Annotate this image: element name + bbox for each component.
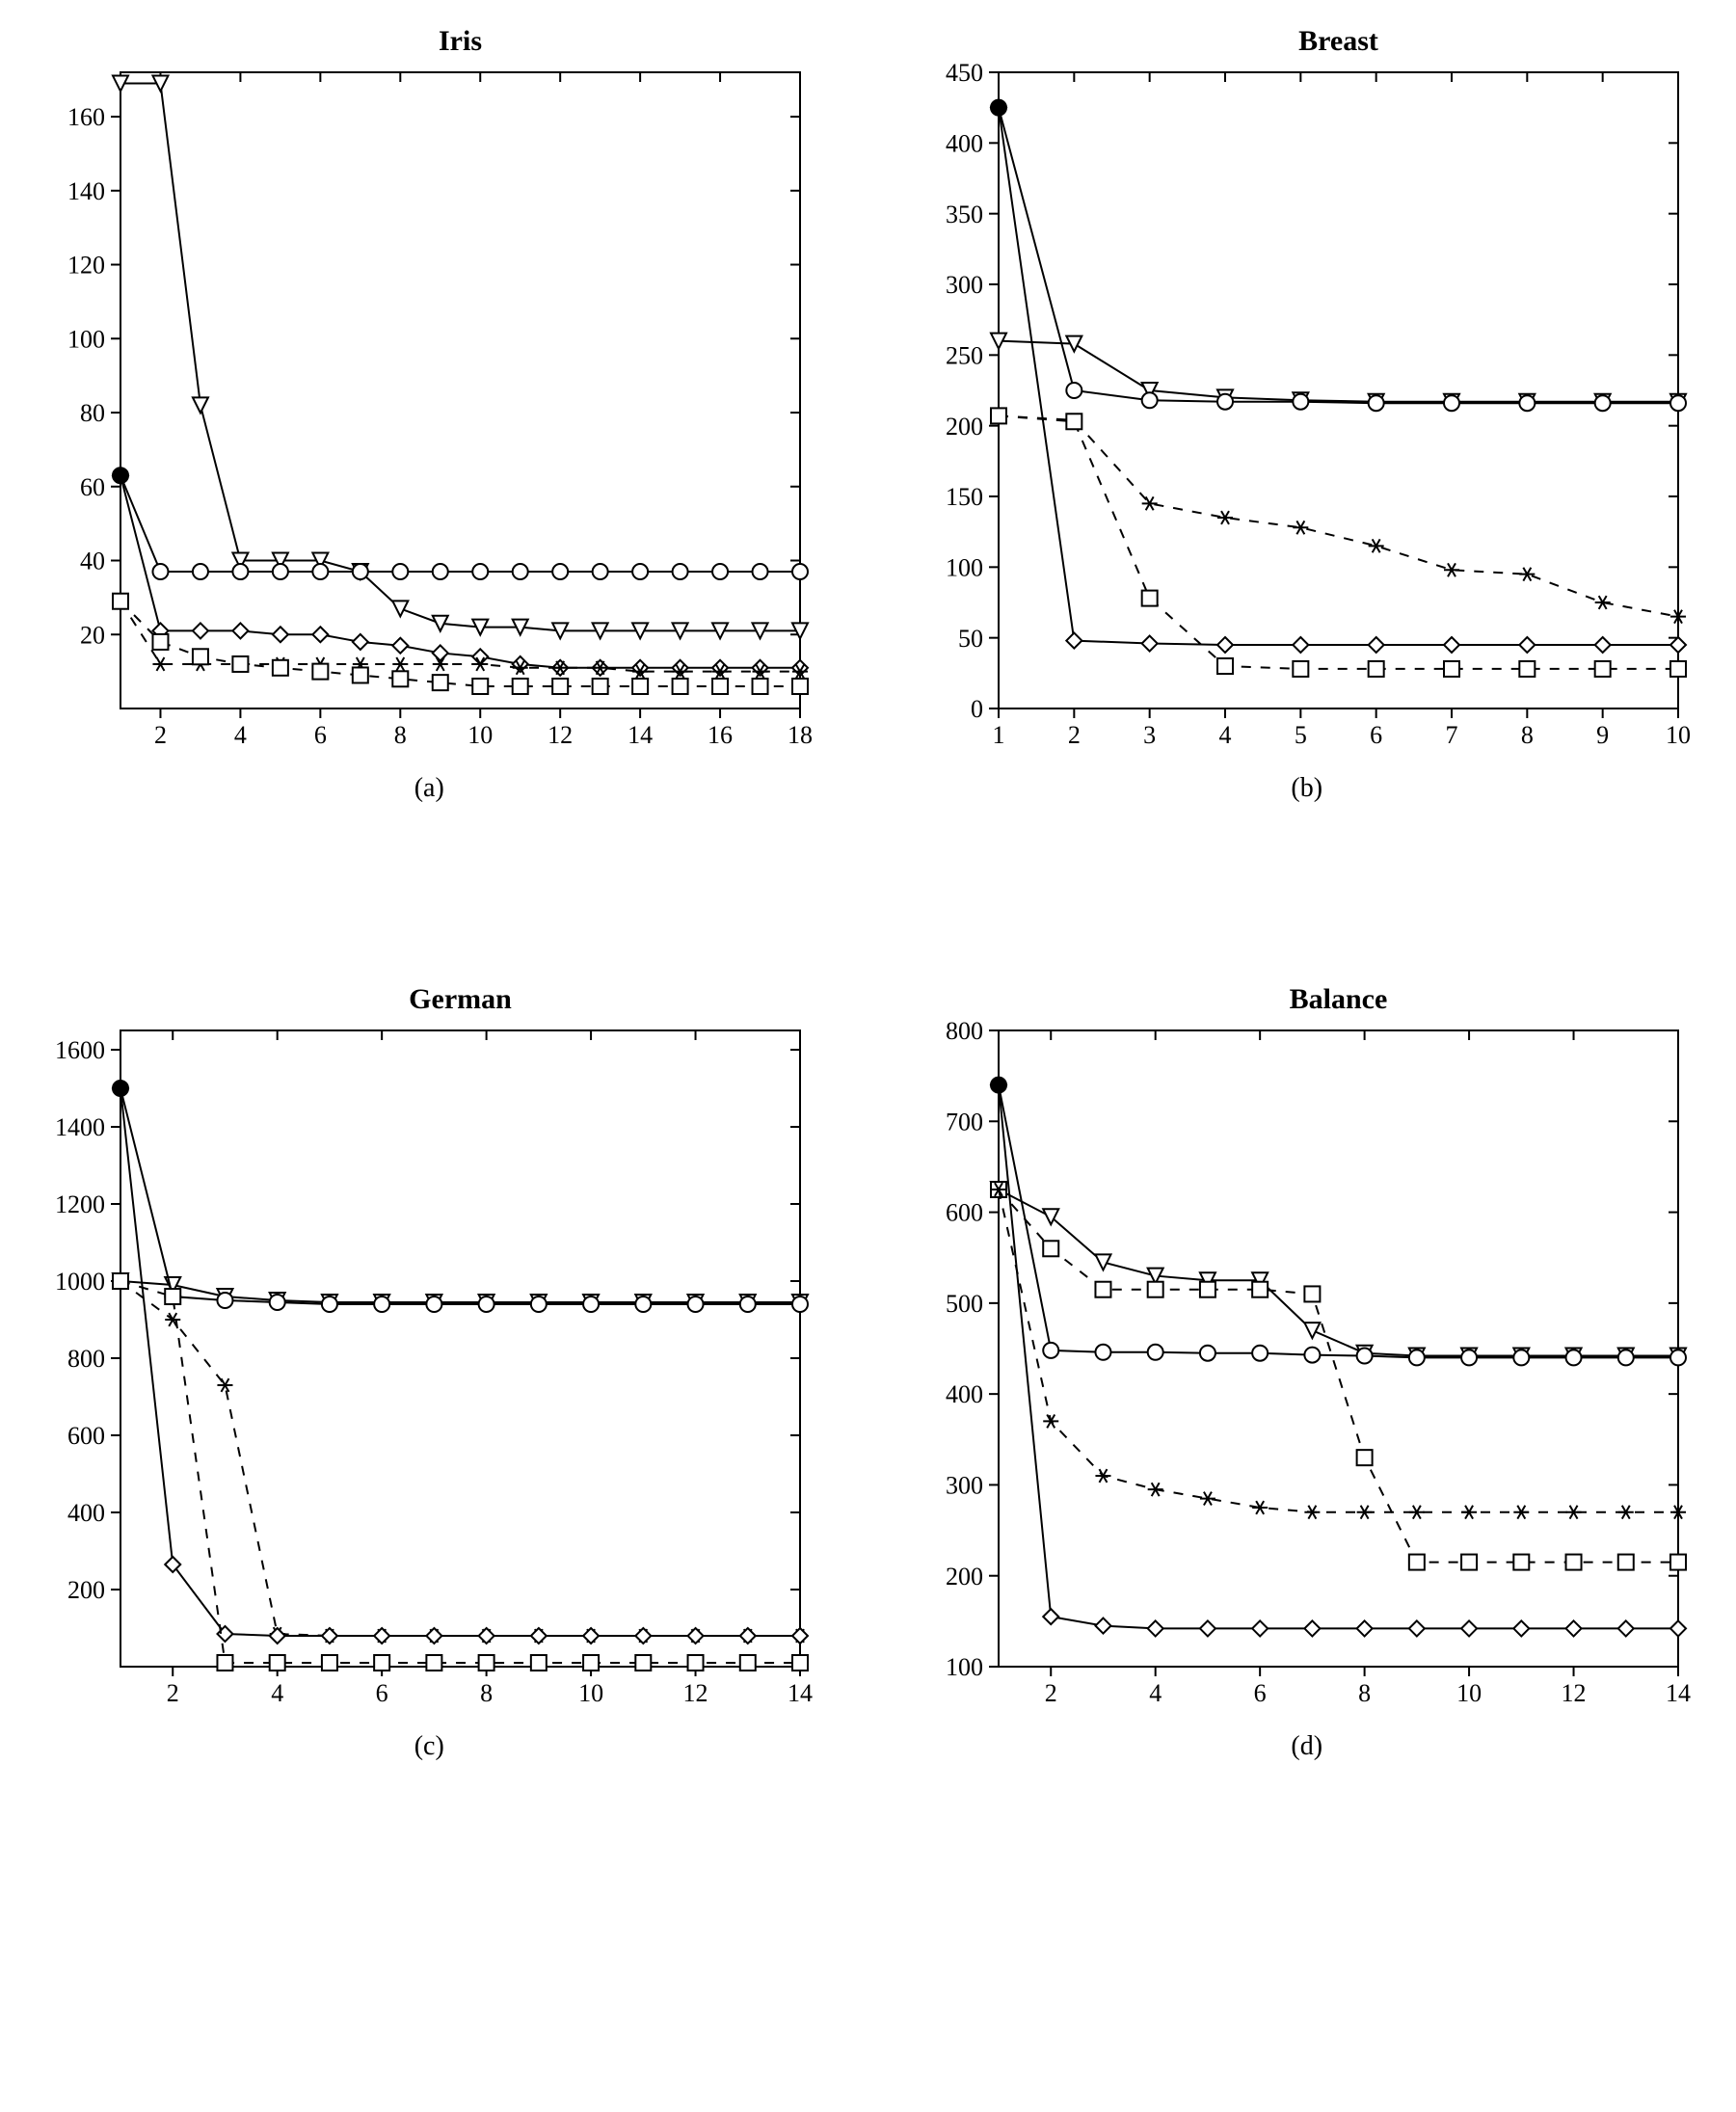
svg-text:10: 10 [1456,1679,1482,1707]
svg-text:3: 3 [1143,721,1156,749]
svg-text:14: 14 [628,721,653,749]
svg-text:14: 14 [1666,1679,1691,1707]
svg-text:Balance: Balance [1289,983,1387,1015]
svg-text:800: 800 [67,1345,105,1373]
caption-breast: (b) [1291,773,1322,804]
svg-text:80: 80 [80,399,105,427]
svg-text:800: 800 [946,1017,983,1045]
svg-text:200: 200 [946,1563,983,1591]
svg-text:50: 50 [958,625,983,653]
svg-text:600: 600 [946,1199,983,1227]
svg-text:2: 2 [1044,1679,1056,1707]
svg-text:6: 6 [314,721,327,749]
svg-text:300: 300 [946,1472,983,1500]
svg-text:1200: 1200 [55,1190,105,1218]
svg-text:10: 10 [1666,721,1691,749]
svg-text:300: 300 [946,271,983,299]
svg-text:4: 4 [234,721,247,749]
svg-text:150: 150 [946,483,983,511]
svg-text:100: 100 [67,325,105,353]
svg-text:450: 450 [946,59,983,87]
svg-text:350: 350 [946,201,983,228]
chart-breast: Breast1234567891005010015020025030035040… [912,19,1702,762]
svg-text:100: 100 [946,553,983,581]
svg-text:10: 10 [467,721,493,749]
svg-text:8: 8 [1358,1679,1371,1707]
svg-text:6: 6 [376,1679,388,1707]
svg-text:1: 1 [992,721,1004,749]
svg-text:40: 40 [80,548,105,575]
svg-text:2: 2 [167,1679,179,1707]
svg-text:200: 200 [946,413,983,441]
svg-text:60: 60 [80,473,105,501]
panel-balance: Balance 2 4 6 8 10 12 14 100 200 300 400 500 600 700 80… [897,977,1718,1762]
chart-german: German 2 4 6 8 10 12 14 200 400 600 800 1000 1200 1400… [34,977,824,1720]
svg-text:8: 8 [394,721,407,749]
svg-text:9: 9 [1596,721,1609,749]
svg-text:20: 20 [80,621,105,649]
panel-breast: Breast1234567891005010015020025030035040… [897,19,1718,804]
caption-iris: (a) [414,773,444,804]
svg-text:400: 400 [946,129,983,157]
svg-text:140: 140 [67,177,105,205]
panel-german: German 2 4 6 8 10 12 14 200 400 600 800 1000 1200 1400… [19,977,840,1762]
svg-text:400: 400 [946,1380,983,1408]
svg-text:12: 12 [683,1679,708,1707]
svg-text:4: 4 [271,1679,283,1707]
svg-text:500: 500 [946,1290,983,1318]
svg-text:14: 14 [788,1679,813,1707]
svg-text:German: German [409,983,512,1015]
svg-text:12: 12 [548,721,573,749]
svg-text:200: 200 [67,1576,105,1604]
svg-text:1600: 1600 [55,1036,105,1064]
svg-text:2: 2 [1068,721,1081,749]
svg-text:400: 400 [67,1499,105,1527]
svg-text:10: 10 [578,1679,603,1707]
svg-text:5: 5 [1295,721,1307,749]
svg-text:Iris: Iris [439,25,482,57]
svg-text:100: 100 [946,1653,983,1681]
svg-text:1000: 1000 [55,1268,105,1296]
svg-text:120: 120 [67,252,105,280]
svg-text:12: 12 [1561,1679,1586,1707]
svg-text:160: 160 [67,103,105,131]
svg-text:4: 4 [1149,1679,1162,1707]
svg-text:8: 8 [480,1679,493,1707]
svg-text:6: 6 [1253,1679,1266,1707]
panel-iris: Iris 2 4 6 8 10 12 14 16 18 20 40 60 80 100 120 140 160 (… [19,19,840,804]
svg-text:16: 16 [708,721,733,749]
chart-iris: Iris 2 4 6 8 10 12 14 16 18 20 40 60 80 100 120 140 160 [34,19,824,762]
svg-text:6: 6 [1370,721,1382,749]
svg-text:7: 7 [1445,721,1457,749]
svg-text:1400: 1400 [55,1113,105,1141]
svg-text:0: 0 [971,695,983,723]
svg-text:700: 700 [946,1108,983,1136]
svg-text:600: 600 [67,1422,105,1450]
svg-text:250: 250 [946,341,983,369]
svg-text:18: 18 [788,721,813,749]
chart-balance: Balance 2 4 6 8 10 12 14 100 200 300 400 500 600 700 80… [912,977,1702,1720]
svg-text:4: 4 [1218,721,1231,749]
chart-grid: Iris2468101214161820406080100120140160 (… [19,19,1717,1762]
caption-german: (c) [414,1731,444,1762]
svg-text:2: 2 [154,721,167,749]
caption-balance: (d) [1291,1731,1322,1762]
svg-text:8: 8 [1521,721,1534,749]
svg-text:Breast: Breast [1298,25,1378,57]
